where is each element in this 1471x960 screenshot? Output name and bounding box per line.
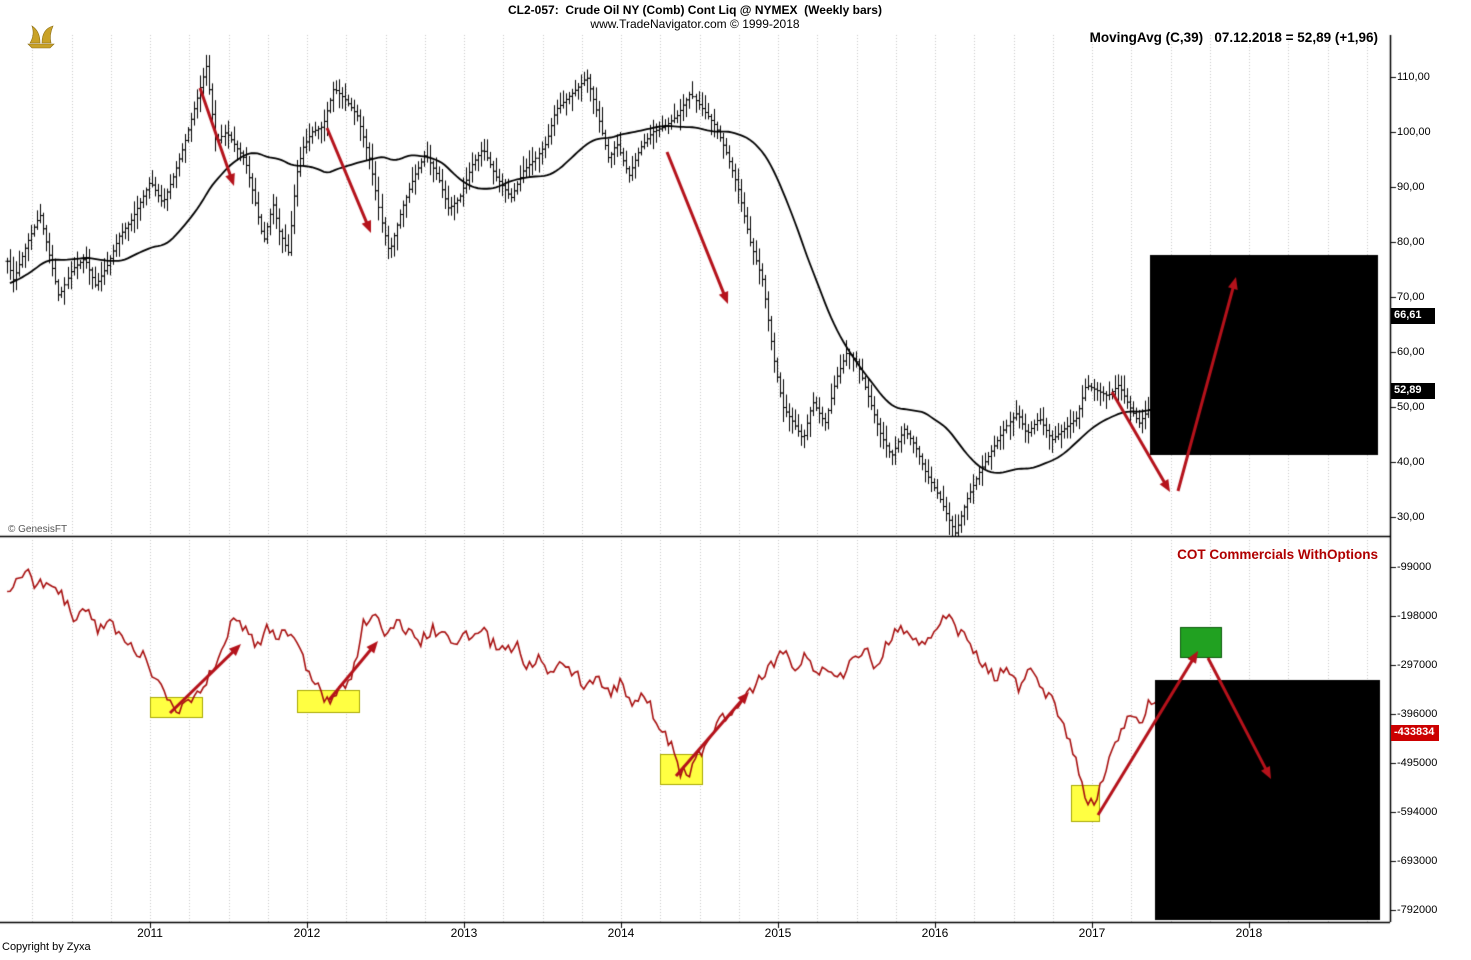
moving-avg-legend: MovingAvg (C,39) 07.12.2018 = 52,89 (+1,… [1089, 30, 1378, 45]
chart-subtitle: www.TradeNavigator.com © 1999-2018 [590, 17, 800, 31]
cot-axis-tick-label: -495000 [1397, 757, 1438, 769]
price-axis-tick-label: 80,00 [1397, 236, 1425, 248]
price-axis-tick-label: 60,00 [1397, 346, 1425, 358]
price-axis-tick-label: 40,00 [1397, 456, 1425, 468]
cot-axis-badge-value: -433834 [1391, 724, 1440, 741]
price-axis-tick-label: 70,00 [1397, 291, 1425, 303]
price-axis-tick-label: 110,00 [1397, 71, 1430, 83]
chart-title: CL2-057: Crude Oil NY (Comb) Cont Liq @ … [508, 3, 882, 17]
year-axis-label: 2018 [1235, 926, 1263, 940]
price-axis-tick-label: 30,00 [1397, 511, 1425, 523]
year-axis-label: 2015 [764, 926, 792, 940]
cot-axis-tick-label: -198000 [1397, 610, 1438, 622]
price-axis-tick-label: 100,00 [1397, 126, 1431, 138]
zyxa-logo-icon [8, 5, 56, 72]
cot-axis-tick-label: -594000 [1397, 806, 1438, 818]
price-axis-badge-close: 52,89 [1391, 383, 1435, 400]
year-axis-label: 2012 [293, 926, 321, 940]
genesis-credit: © GenesisFT [8, 524, 68, 535]
price-axis-badge-ma: 66,61 [1391, 307, 1435, 324]
copyright-label: Copyright by Zyxa [2, 941, 91, 953]
cot-axis-tick-label: -297000 [1397, 659, 1438, 671]
price-axis-tick-label: 50,00 [1397, 401, 1425, 413]
year-axis-label: 2016 [921, 926, 949, 940]
cot-indicator-label: COT Commercials WithOptions [1177, 547, 1378, 562]
cot-axis-tick-label: -693000 [1397, 855, 1438, 867]
price-axis-tick-label: 90,00 [1397, 181, 1425, 193]
cot-axis-tick-label: -792000 [1397, 904, 1438, 916]
cot-axis-tick-label: -99000 [1397, 561, 1432, 573]
year-axis-label: 2017 [1078, 926, 1106, 940]
year-axis-label: 2011 [137, 926, 163, 940]
year-axis-label: 2014 [607, 926, 635, 940]
cot-axis-tick-label: -396000 [1397, 708, 1438, 720]
year-axis-label: 2013 [450, 926, 478, 940]
